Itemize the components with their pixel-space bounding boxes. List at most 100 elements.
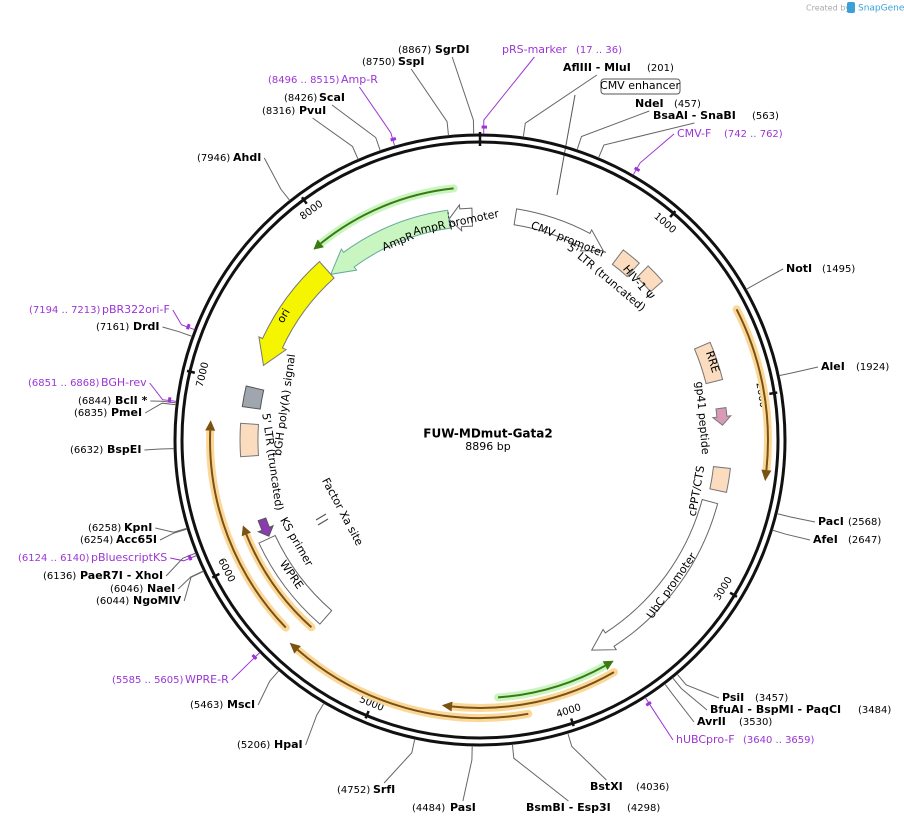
site-name: BspEI [107, 443, 141, 456]
leader-line [746, 268, 784, 290]
site-position: (201) [647, 63, 674, 74]
site-position: (6044) [96, 596, 129, 607]
primer-name: BGH-rev [101, 376, 147, 389]
orf-bottom [451, 671, 615, 709]
site-position: (4298) [627, 803, 660, 814]
leader-line [483, 56, 535, 135]
site-position: (4484) [412, 803, 445, 814]
site-position: (6844) [78, 396, 111, 407]
leader-line [451, 56, 475, 135]
primer-mark [633, 166, 641, 172]
leader-line [263, 157, 291, 201]
primer-name: WPRE-R [185, 673, 229, 686]
ampr-shape [329, 209, 451, 275]
site-name: KpnI [124, 521, 152, 534]
site-name: AflIII - MluI [563, 61, 631, 74]
primer-range: (3640 .. 3659) [743, 735, 815, 746]
site-name: PasI [450, 801, 476, 814]
leader-line [331, 104, 381, 151]
leader-line [522, 74, 598, 138]
map-title: FUW-MDmut-Gata2 [423, 427, 552, 441]
site-name: SrfI [373, 783, 395, 796]
ampr-promoter-shape [448, 203, 474, 233]
site-name: NgoMIV [133, 594, 182, 607]
site-position: (6136) [43, 571, 76, 582]
site-position: (2568) [848, 517, 881, 528]
site-name: PaeR7I - XhoI [80, 569, 163, 582]
psi-box [636, 265, 664, 293]
primer-name: CMV-F [677, 127, 711, 140]
site-name: BfuAI - BspMI - PaqCI [710, 703, 841, 716]
logo-icon [847, 2, 855, 13]
orf-left-outer-head [205, 420, 216, 431]
site-position: (6254) [80, 535, 113, 546]
leader-line [172, 309, 195, 331]
leader-line [676, 673, 720, 699]
primer-name: pRS-marker [502, 43, 567, 56]
leader-line [383, 738, 416, 784]
orf-left-inner-head [241, 525, 251, 537]
site-position: (1495) [822, 264, 855, 275]
site-name: PvuI [299, 104, 326, 117]
site-position: (6632) [70, 445, 103, 456]
leader-line [664, 683, 695, 723]
site-name: NdeI [635, 97, 664, 110]
leader-line [144, 448, 175, 451]
site-name: ScaI [319, 91, 345, 104]
leader-line [149, 382, 177, 402]
leader-line [462, 745, 473, 802]
primer-name: Amp-R [341, 73, 378, 86]
leader-line [150, 400, 177, 404]
tick-label: 4000 [555, 702, 583, 720]
factor-xa-mark [315, 513, 329, 526]
leader-line [644, 697, 674, 741]
ori-shape [258, 260, 335, 367]
tick-mark [211, 572, 220, 579]
site-name: BstXI [590, 780, 623, 793]
primer-mark [390, 137, 397, 142]
leader-line [410, 68, 449, 136]
site-position: (1924) [856, 362, 889, 373]
tick-mark [769, 391, 778, 396]
orf-bottom-green-head [602, 660, 614, 670]
site-name: NaeI [147, 582, 175, 595]
site-name: SspI [398, 55, 424, 68]
leader-line [556, 94, 576, 196]
site-position: (8750) [362, 57, 395, 68]
site-name: BsmBI - Esp3I [526, 801, 611, 814]
site-position: (7946) [197, 153, 230, 164]
orf-bottom-long [296, 649, 529, 719]
tick-mark [186, 369, 196, 374]
feature-label: UbC promoter [644, 550, 699, 621]
site-position: (7161) [96, 322, 129, 333]
primer-name: hUBCpro-F [676, 733, 735, 746]
ltr-left-box [239, 422, 260, 458]
site-position: (3457) [755, 693, 788, 704]
site-position: (8426) [284, 93, 317, 104]
primer-range: (6851 .. 6868) [28, 378, 100, 389]
tick-mark [569, 718, 575, 727]
tick-mark [300, 196, 308, 205]
primer-mark [167, 397, 172, 403]
site-position: (6835) [74, 408, 107, 419]
wpre-shape [258, 534, 333, 625]
rre-box [693, 341, 724, 385]
tick-mark [729, 591, 738, 598]
orf-left-inner [245, 534, 313, 629]
leader-line [155, 527, 188, 533]
site-name: PsiI [722, 691, 744, 704]
site-position: (3484) [858, 705, 891, 716]
primer-mark [251, 653, 258, 660]
primer-name: pBR322ori-F [102, 303, 170, 316]
map-length: 8896 bp [465, 440, 510, 453]
primer-mark [187, 554, 193, 561]
leader-line [183, 570, 204, 602]
leader-line [358, 86, 396, 147]
site-position: (3530) [739, 717, 772, 728]
site-name: PmeI [111, 406, 142, 419]
site-position: (2647) [848, 535, 881, 546]
site-name: AfeI [813, 533, 838, 546]
gp41-shape [711, 407, 733, 426]
site-name: DrdI [133, 320, 160, 333]
leader-line [305, 702, 325, 746]
